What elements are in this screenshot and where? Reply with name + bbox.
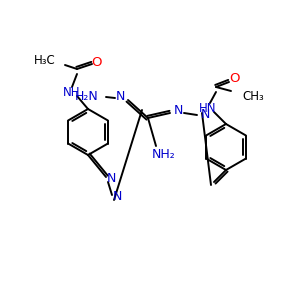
Text: N: N [115, 91, 125, 103]
Text: N: N [112, 190, 122, 203]
Text: O: O [92, 56, 102, 68]
Text: N: N [173, 104, 183, 118]
Text: H₂N: H₂N [74, 91, 98, 103]
Text: NH: NH [63, 85, 81, 98]
Text: CH₃: CH₃ [242, 91, 264, 103]
Text: HN: HN [199, 103, 217, 116]
Text: O: O [229, 73, 239, 85]
Text: N: N [200, 109, 210, 122]
Text: NH₂: NH₂ [152, 148, 176, 161]
Text: H₃C: H₃C [34, 55, 56, 68]
Text: N: N [106, 172, 116, 184]
